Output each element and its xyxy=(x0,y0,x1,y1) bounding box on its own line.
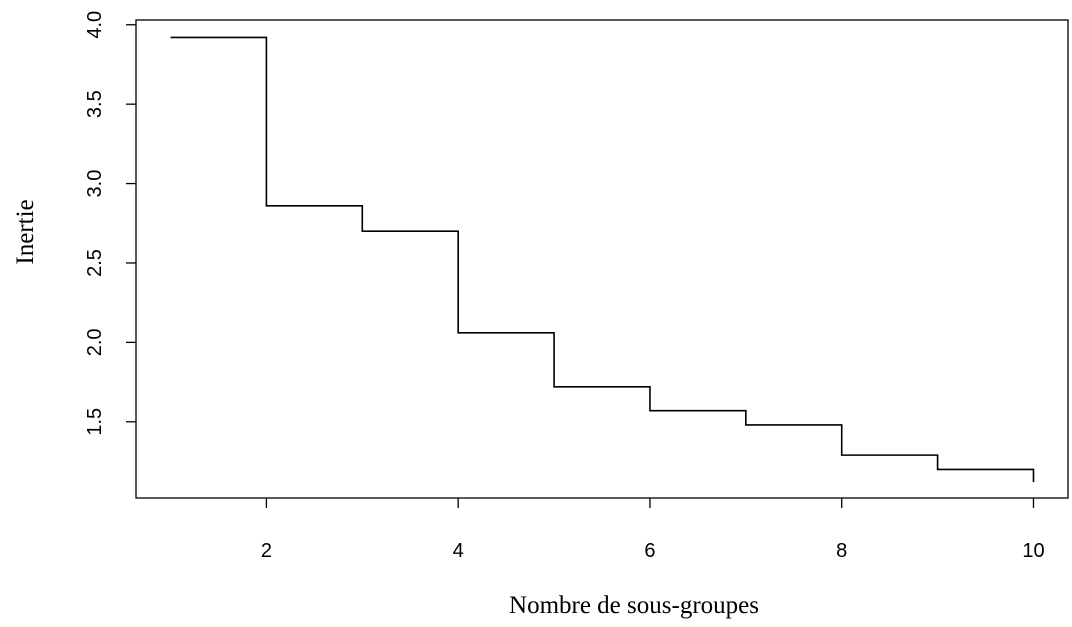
y-tick-label: 3.5 xyxy=(84,90,106,118)
x-tick-label: 10 xyxy=(1022,540,1044,562)
y-axis-title: Inertie xyxy=(12,199,39,264)
y-tick-label: 1.5 xyxy=(84,408,106,436)
y-axis: 1.5 2.0 2.5 3.0 3.5 4.0 xyxy=(84,11,136,436)
x-tick-label: 2 xyxy=(261,540,272,562)
x-tick-label: 8 xyxy=(836,540,847,562)
x-tick-label: 6 xyxy=(644,540,655,562)
inertia-step-line xyxy=(170,36,1035,483)
y-tick-label: 3.0 xyxy=(84,170,106,198)
plot-frame xyxy=(135,19,1069,499)
y-tick-label: 4.0 xyxy=(84,11,106,39)
y-tick-label: 2.0 xyxy=(84,328,106,356)
x-tick-label: 4 xyxy=(453,540,464,562)
x-axis: 2 4 6 8 10 xyxy=(261,498,1045,562)
x-axis-title: Nombre de sous-groupes xyxy=(509,592,759,619)
y-tick-label: 2.5 xyxy=(84,249,106,277)
